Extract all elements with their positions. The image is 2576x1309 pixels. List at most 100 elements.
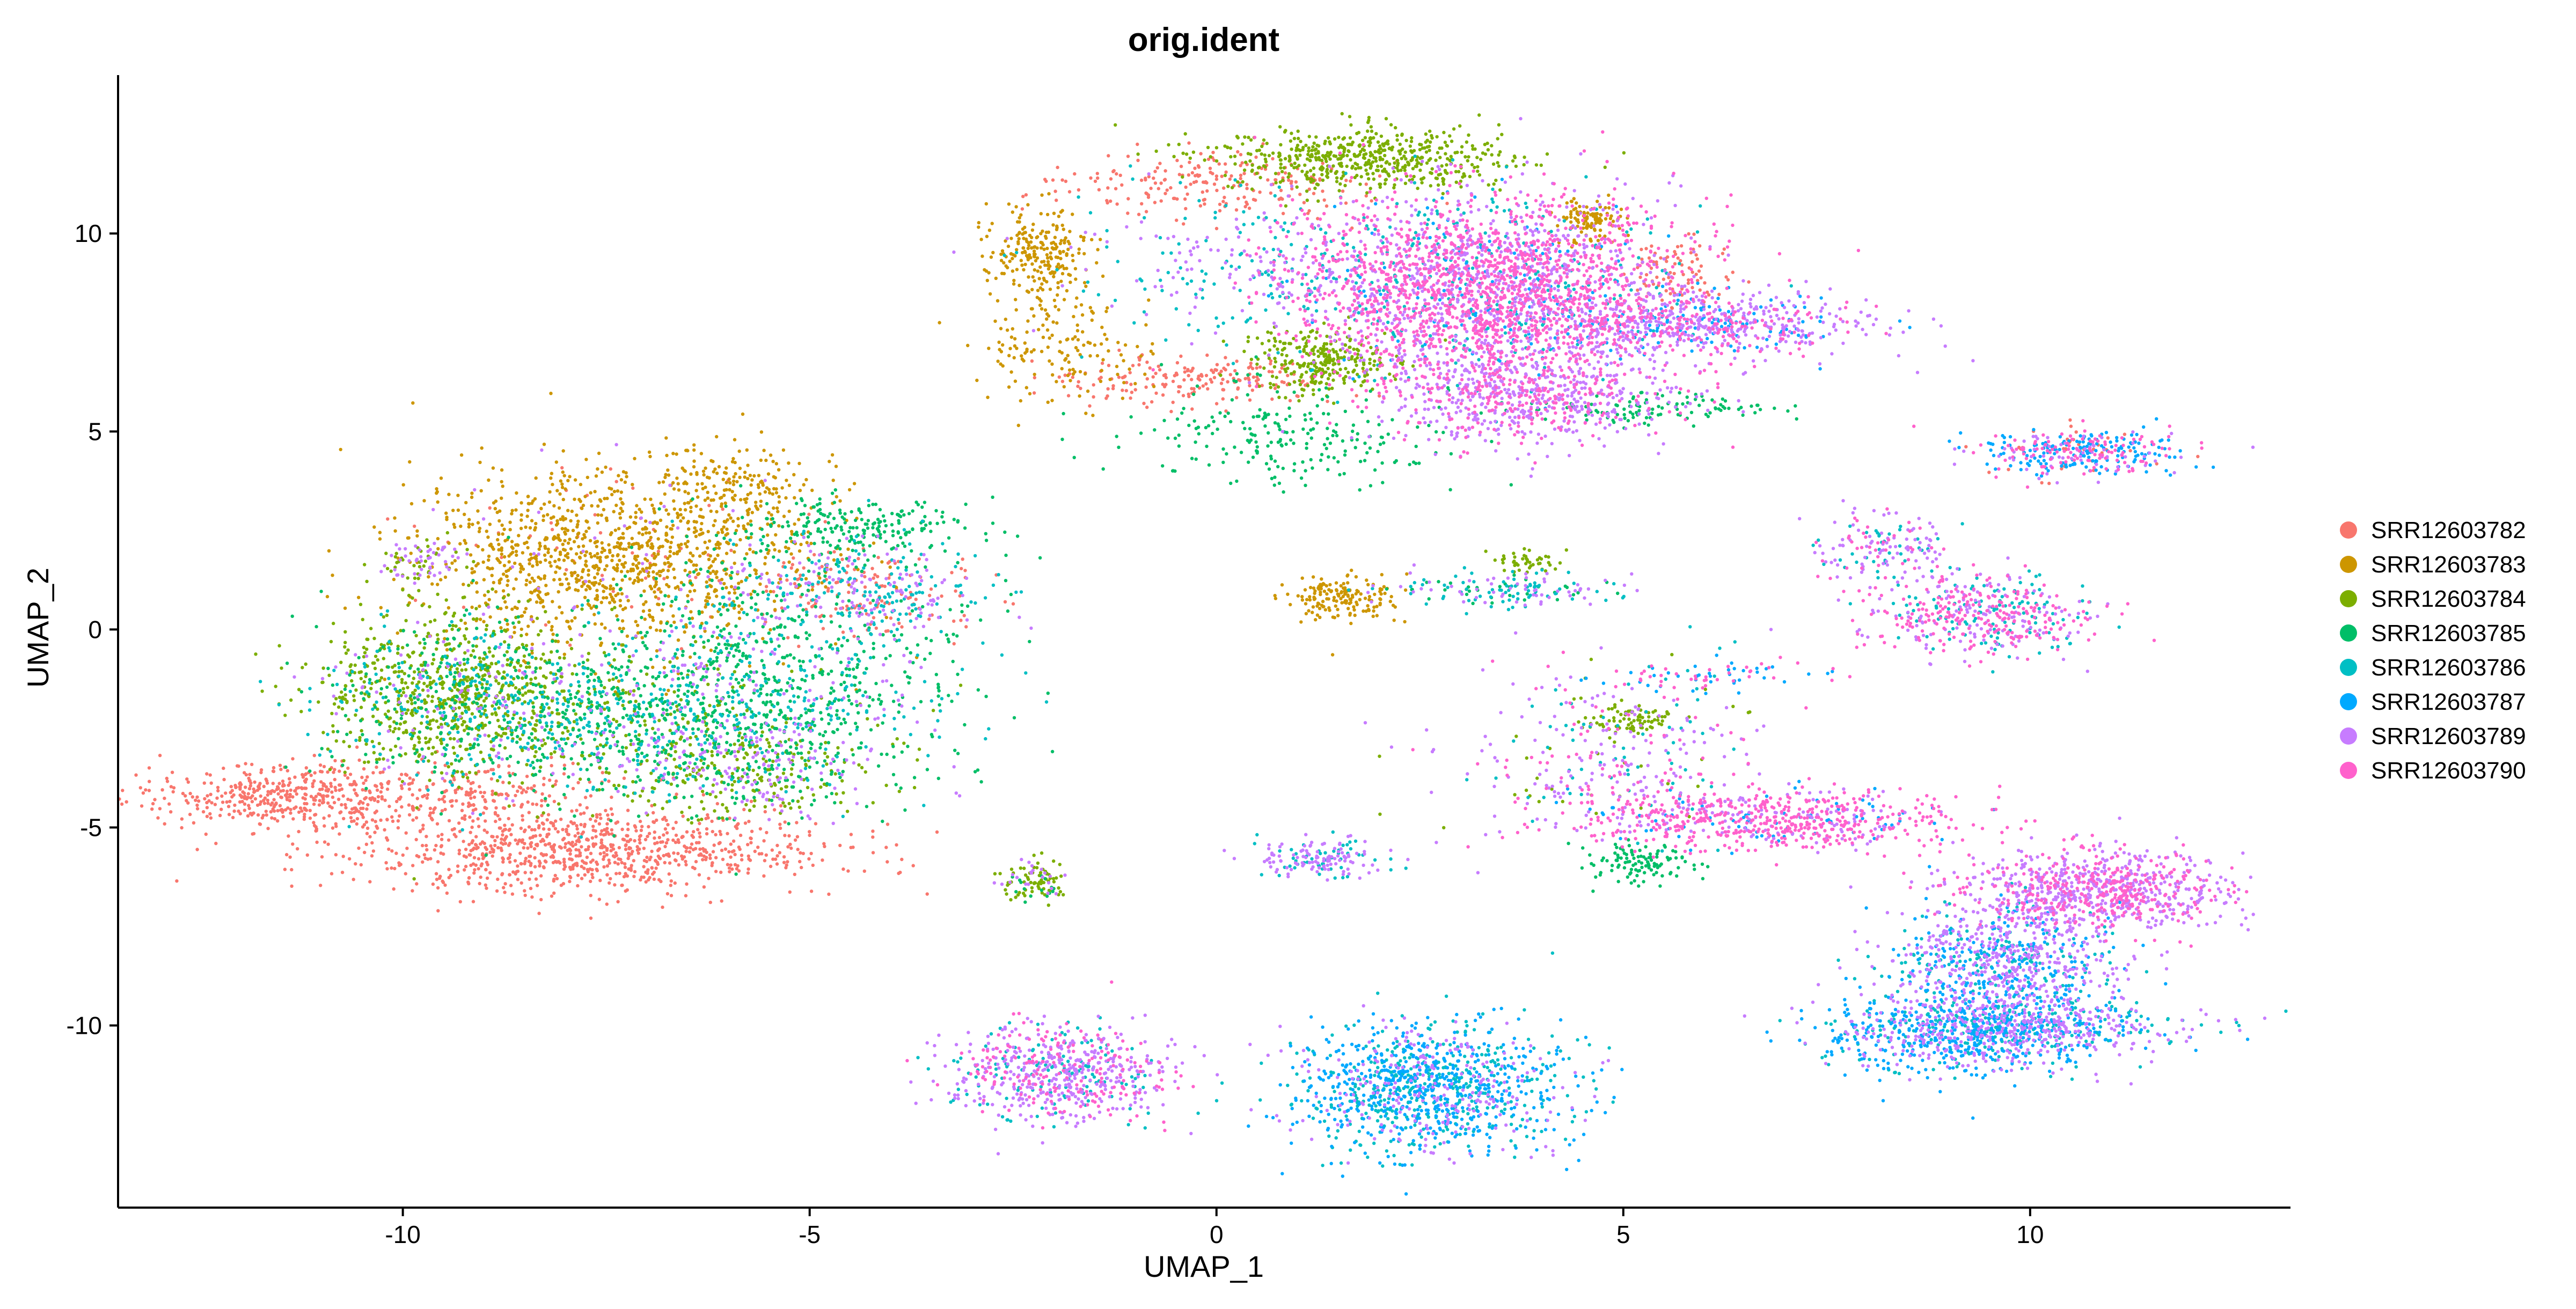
point — [367, 760, 370, 764]
point — [581, 537, 584, 541]
point — [587, 845, 591, 849]
point — [365, 648, 369, 651]
point — [857, 557, 860, 561]
point — [676, 638, 680, 642]
point — [1126, 197, 1130, 201]
point — [297, 810, 301, 814]
point — [617, 527, 621, 531]
point — [378, 770, 382, 775]
point — [500, 480, 503, 484]
point — [1147, 298, 1151, 302]
point — [500, 555, 503, 560]
point — [394, 851, 398, 855]
point — [463, 729, 466, 732]
point — [534, 877, 538, 881]
point — [468, 742, 472, 747]
point — [634, 511, 638, 514]
point — [1051, 320, 1055, 324]
point — [727, 591, 731, 595]
point — [1021, 246, 1025, 250]
point — [1187, 392, 1190, 396]
point — [675, 452, 678, 456]
point — [209, 816, 213, 820]
point — [700, 521, 704, 526]
point — [626, 856, 630, 861]
point — [1059, 239, 1063, 242]
point — [1690, 260, 1694, 264]
point — [623, 865, 627, 869]
point — [404, 720, 407, 724]
point — [618, 871, 621, 876]
point — [561, 449, 565, 453]
point — [498, 561, 502, 564]
point — [1046, 400, 1050, 404]
point — [1026, 319, 1030, 323]
point — [1343, 590, 1346, 593]
point — [664, 533, 668, 537]
point — [1184, 185, 1188, 189]
point — [686, 594, 690, 598]
point — [870, 567, 874, 570]
point — [379, 676, 384, 680]
point — [988, 292, 992, 296]
point — [1350, 568, 1353, 572]
point — [707, 539, 712, 543]
point — [487, 646, 491, 650]
point — [476, 509, 480, 513]
point — [610, 812, 614, 817]
point — [613, 883, 617, 887]
point — [576, 523, 580, 526]
point — [592, 613, 596, 616]
point — [488, 850, 492, 854]
point — [1159, 199, 1163, 203]
point — [576, 781, 580, 785]
point — [458, 900, 462, 904]
point — [960, 567, 963, 571]
point — [737, 869, 741, 873]
point — [444, 598, 448, 602]
point — [1352, 608, 1356, 612]
point — [1071, 337, 1075, 341]
point — [427, 575, 430, 579]
point — [984, 202, 989, 206]
point — [954, 589, 957, 593]
point — [683, 469, 687, 473]
point — [180, 826, 184, 830]
point — [711, 560, 715, 563]
point — [586, 838, 590, 842]
point — [1215, 188, 1219, 193]
point — [2047, 481, 2051, 486]
point — [523, 893, 527, 898]
point — [541, 865, 546, 869]
point — [1044, 230, 1049, 234]
point — [523, 862, 526, 866]
point — [1011, 256, 1014, 261]
point — [1307, 609, 1311, 613]
point — [1020, 357, 1024, 361]
point — [210, 801, 214, 805]
point — [824, 585, 828, 589]
point — [397, 727, 401, 731]
point — [1577, 220, 1580, 224]
point — [648, 608, 652, 613]
point — [230, 795, 234, 799]
point — [445, 648, 449, 652]
point — [1109, 199, 1113, 203]
point — [773, 548, 777, 551]
point — [1093, 179, 1097, 183]
point — [1040, 282, 1044, 286]
point — [1153, 201, 1157, 204]
point — [698, 514, 702, 518]
point — [517, 721, 521, 725]
point — [1119, 353, 1123, 357]
point — [626, 599, 630, 602]
point — [1107, 349, 1110, 353]
point — [304, 777, 308, 782]
point — [638, 834, 642, 839]
point — [495, 889, 499, 893]
point — [626, 570, 630, 573]
point — [619, 497, 623, 501]
point — [464, 541, 467, 545]
point — [723, 501, 727, 505]
point — [593, 622, 597, 626]
